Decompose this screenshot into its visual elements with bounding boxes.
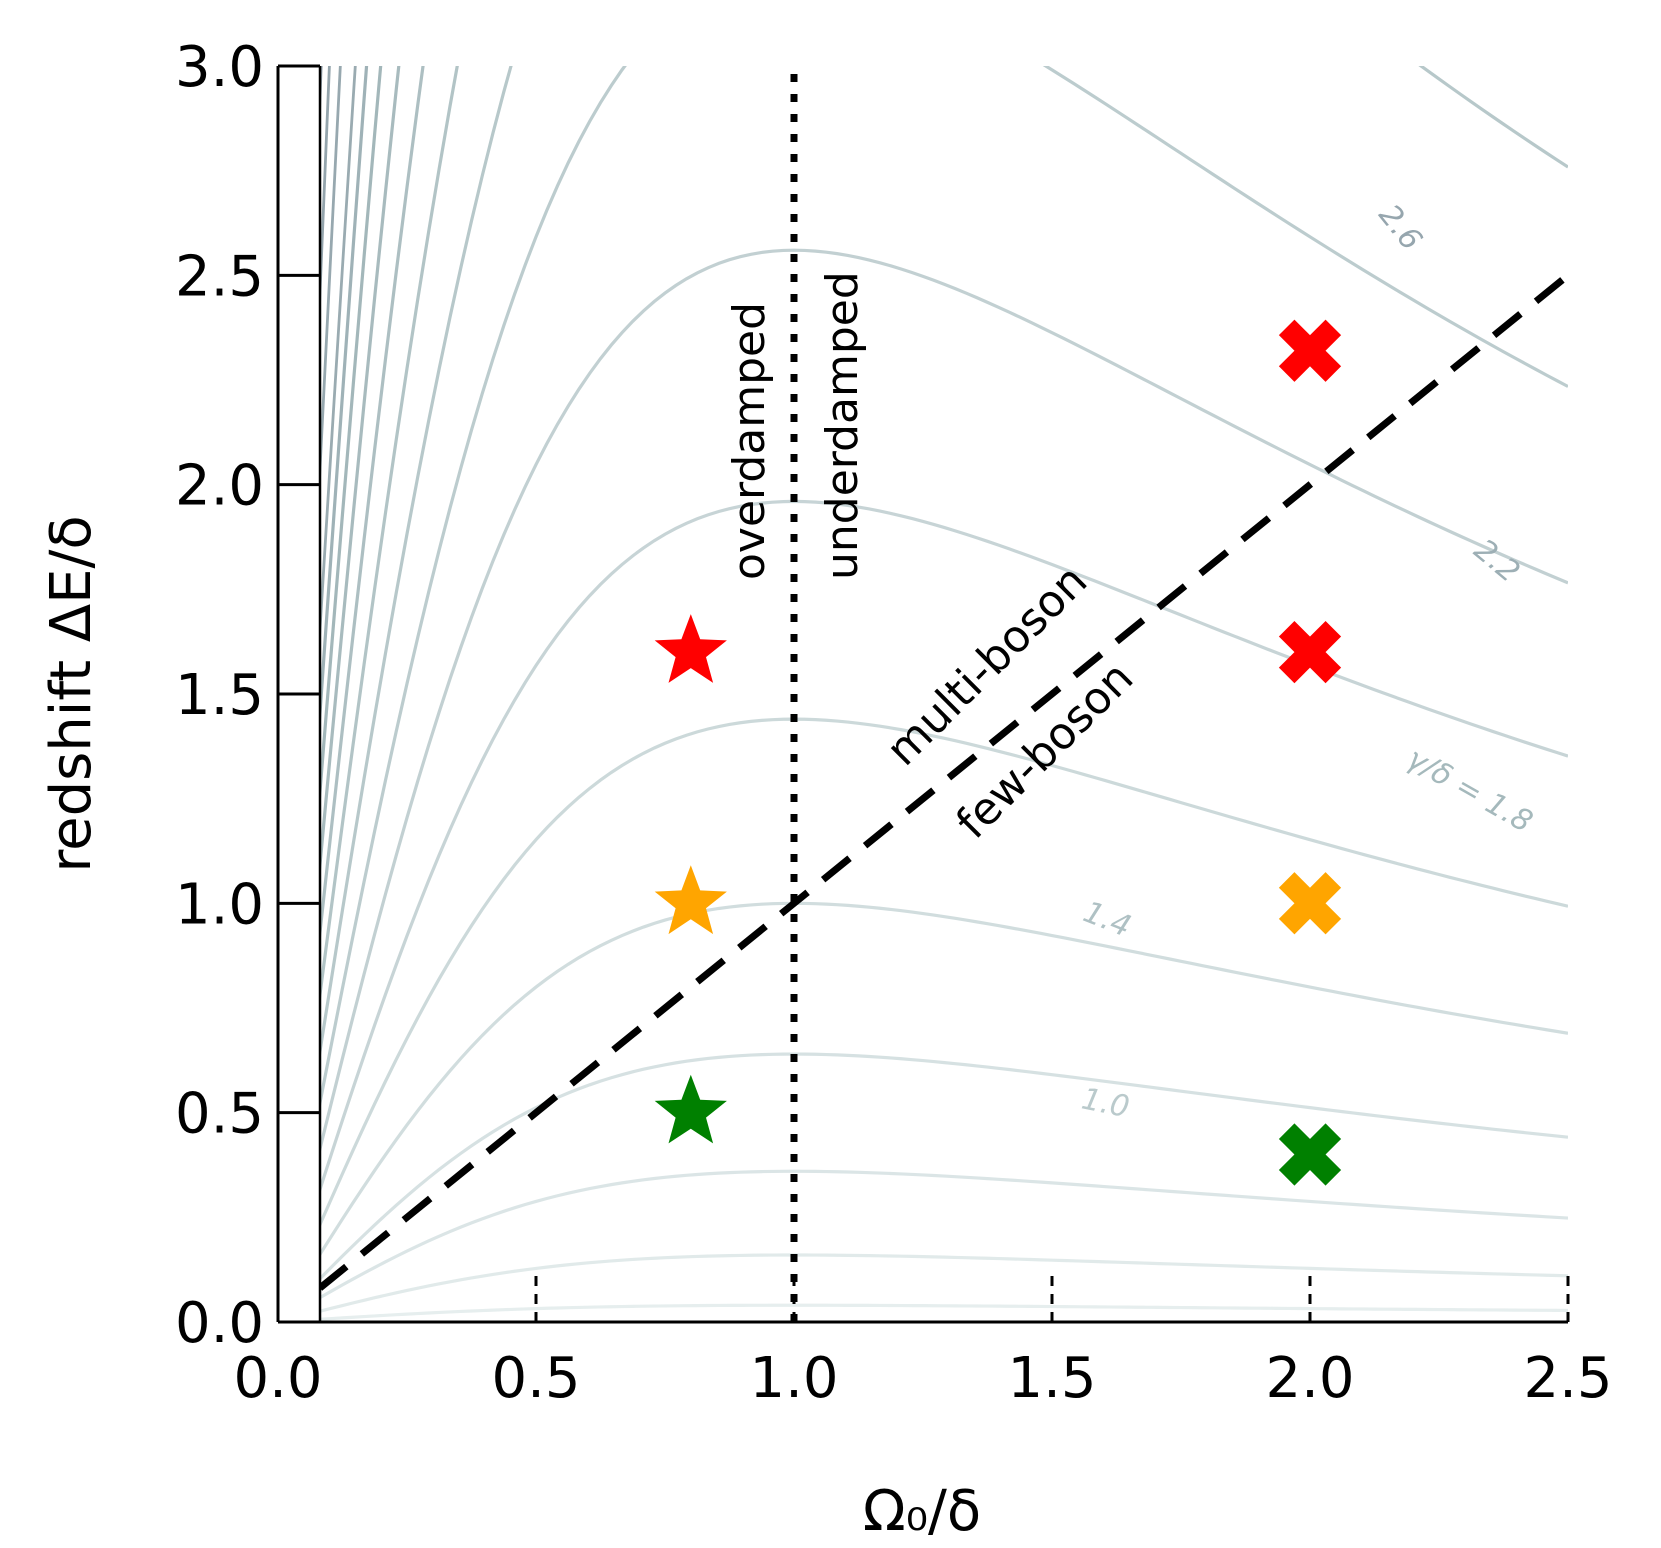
axis-ticks: 0.0 0.5 1.0 1.5 2.0 2.5 0.0 0.5 1.0 1.5 2.0 2.5 3.0 xyxy=(175,35,1613,1411)
contour-line-steep xyxy=(278,66,289,1322)
contour-line-steep xyxy=(278,66,357,1322)
contour-line-steep xyxy=(278,66,298,1322)
contour-line-steep xyxy=(278,66,323,1322)
contour-line-steep xyxy=(278,66,289,1322)
contour-line-steep xyxy=(278,66,298,1322)
contour-label: 2.2 xyxy=(1467,532,1526,589)
diagonal-line xyxy=(278,272,1568,1322)
contour-label: 1.4 xyxy=(1078,895,1135,945)
cross-bar-v xyxy=(1278,1123,1342,1186)
contour-line xyxy=(278,1169,1568,1322)
contour-line-steep xyxy=(278,66,289,1322)
contour-line-steep xyxy=(278,66,289,1322)
x-tick-label: 2.0 xyxy=(1265,1346,1354,1411)
cross-marker xyxy=(1278,319,1342,382)
contour-line-steep xyxy=(278,66,289,1322)
contour-line xyxy=(278,66,1568,1322)
contour-line-steep xyxy=(278,66,289,1322)
cross-marker xyxy=(1278,1123,1342,1186)
contour-line-steep xyxy=(278,66,289,1322)
contour-line xyxy=(278,66,369,1322)
y-axis-title: redshift ΔE/δ xyxy=(39,515,104,872)
contour-line-steep xyxy=(278,66,289,1322)
contour-line-steep xyxy=(278,66,289,1322)
contour-line-steep xyxy=(278,66,289,1322)
contour-line-steep xyxy=(278,66,289,1322)
contour-line-steep xyxy=(278,66,290,1322)
star-marker xyxy=(654,614,727,683)
data-markers xyxy=(654,319,1342,1186)
contour-line-steep xyxy=(278,66,331,1322)
contour-line xyxy=(278,66,425,1322)
contour-line-steep xyxy=(278,66,306,1322)
contour-line xyxy=(278,66,459,1322)
contour-label: γ/δ = 1.8 xyxy=(1401,741,1538,840)
y-tick-label: 1.0 xyxy=(175,872,264,937)
contour-line-steep xyxy=(278,66,294,1322)
contour-line-steep xyxy=(278,66,289,1322)
contour-line xyxy=(278,66,401,1322)
contour-line xyxy=(278,1052,1568,1322)
contour-line-steep xyxy=(278,66,342,1322)
cross-bar-v xyxy=(1278,872,1342,935)
x-tick-label: 0.5 xyxy=(491,1346,580,1411)
contour-line-steep xyxy=(278,66,289,1322)
cross-marker xyxy=(1278,872,1342,935)
contour-label: 1.0 xyxy=(1079,1082,1133,1126)
cross-bar-v xyxy=(1278,319,1342,382)
x-tick-label: 0.0 xyxy=(233,1346,322,1411)
contour-line-steep xyxy=(278,66,312,1322)
reference-lines xyxy=(278,66,1568,1322)
contour-line xyxy=(278,1303,1568,1322)
star-marker xyxy=(654,865,727,935)
star-marker xyxy=(654,1074,727,1144)
contour-line-steep xyxy=(278,66,289,1322)
cross-marker xyxy=(1278,620,1342,684)
contour-line-steep xyxy=(278,66,302,1322)
contour-line xyxy=(278,717,1568,1322)
contour-label: 2.6 xyxy=(1371,198,1428,257)
x-tick-label: 1.5 xyxy=(1007,1346,1096,1411)
x-axis-title: Ω₀/δ xyxy=(863,1479,981,1544)
contour-line-steep xyxy=(278,66,289,1322)
contour-line-steep xyxy=(278,66,291,1322)
cross-bar-v xyxy=(1278,620,1342,684)
y-tick-label: 2.5 xyxy=(175,244,264,309)
x-tick-label: 2.5 xyxy=(1523,1346,1612,1411)
contour-line xyxy=(278,901,1568,1322)
y-tick-label: 0.0 xyxy=(175,1291,264,1356)
contour-line xyxy=(278,1253,1568,1322)
x-tick-label: 1.0 xyxy=(749,1346,838,1411)
y-tick-label: 3.0 xyxy=(175,35,264,100)
y-tick-label: 1.5 xyxy=(175,663,264,728)
contour-lines xyxy=(278,66,1568,1322)
overdamped-label: overdamped xyxy=(724,302,775,580)
contour-line-steep xyxy=(278,66,289,1322)
contour-line-steep xyxy=(278,66,289,1322)
contour-line-steep xyxy=(278,66,289,1322)
contour-line-steep xyxy=(278,66,289,1322)
contour-line-steep xyxy=(278,66,299,1322)
contour-line-steep xyxy=(278,66,317,1322)
contour-line-steep xyxy=(278,66,289,1322)
y-tick-label: 0.5 xyxy=(175,1082,264,1147)
contour-line xyxy=(278,248,1568,1322)
y-tick-label: 2.0 xyxy=(175,454,264,519)
contour-line-steep xyxy=(278,66,297,1322)
contour-line-steep xyxy=(278,66,289,1322)
underdamped-label: underdamped xyxy=(817,271,868,580)
contour-line-steep xyxy=(278,66,296,1322)
contour-line-steep xyxy=(278,66,308,1322)
contour-line-steep xyxy=(278,66,289,1322)
contour-line xyxy=(278,66,383,1322)
contour-line-steep xyxy=(278,66,289,1322)
contour-line xyxy=(278,66,1568,1322)
contour-line xyxy=(278,499,1568,1322)
